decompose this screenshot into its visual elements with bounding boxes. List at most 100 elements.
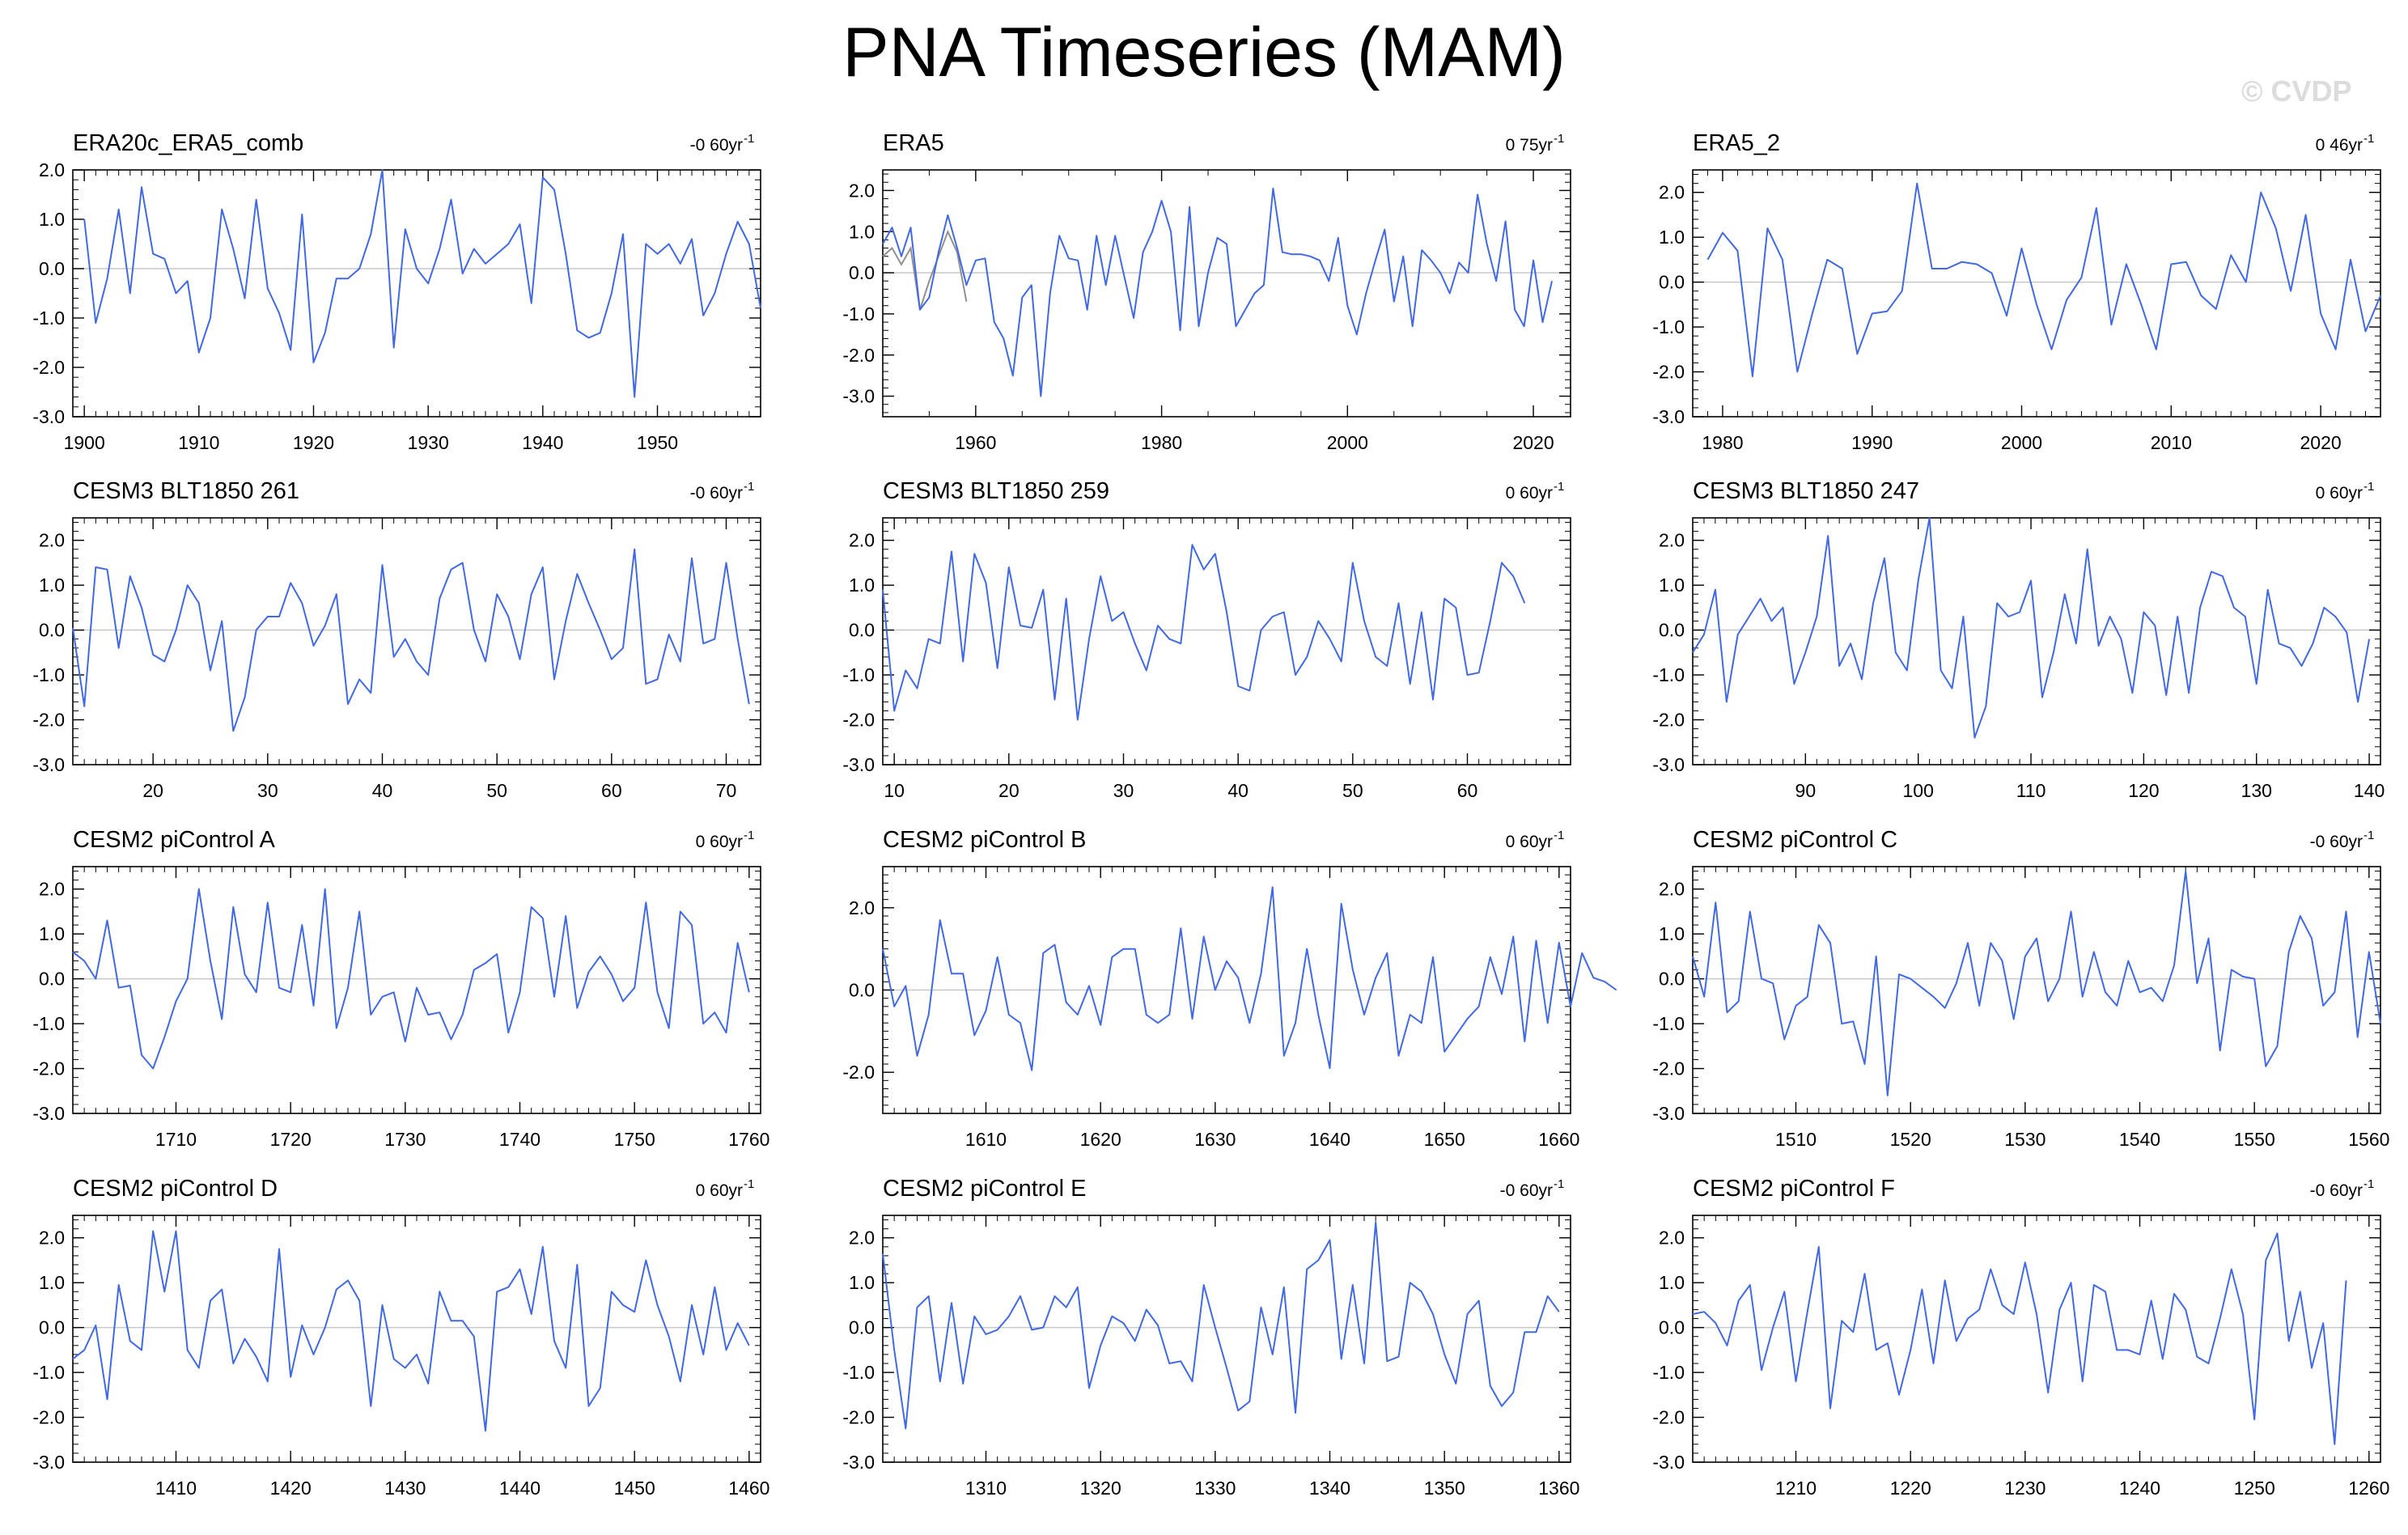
panel-title: CESM2 piControl F: [1693, 1176, 1895, 1202]
y-tick-label: -3.0: [32, 406, 65, 427]
y-tick-label: -2.0: [32, 357, 65, 378]
panel: CESM2 piControl A 0 60yr -1 2.0 1.0 0.0 -1.0 -2…: [32, 827, 769, 1150]
y-tick-label: 1.0: [1659, 923, 1685, 944]
panel-title: CESM2 piControl C: [1693, 827, 1897, 853]
y-tick-label: 1.0: [39, 575, 65, 596]
y-tick-label: 0.0: [39, 620, 65, 641]
x-tick-label: 1980: [1702, 432, 1743, 453]
trend-exponent: -1: [744, 1177, 754, 1191]
x-tick-label: 1640: [1309, 1129, 1350, 1150]
plot-frame: [72, 517, 761, 765]
trend-label: 0 75yr: [1506, 136, 1553, 155]
y-tick-label: -3.0: [1652, 406, 1685, 427]
y-tick-label: -2.0: [842, 345, 875, 366]
y-tick-label: 0.0: [1659, 620, 1685, 641]
y-tick-label: 2.0: [849, 530, 875, 551]
trend-label: 0 60yr: [696, 833, 743, 851]
y-tick-label: -2.0: [32, 1058, 65, 1079]
panel: ERA5 0 75yr -1 2.0 1.0 0.0 -1.0 -2.0 -3.0 1960 198…: [842, 130, 1571, 453]
trend-exponent: -1: [1554, 132, 1564, 146]
y-tick-label: 2.0: [849, 897, 875, 918]
series-line: [882, 886, 1617, 1071]
x-tick-label: 40: [372, 780, 393, 801]
x-tick-label: 1320: [1080, 1478, 1121, 1499]
y-tick-label: 0.0: [849, 1317, 875, 1338]
y-tick-label: -1.0: [1652, 316, 1685, 337]
x-tick-label: 20: [142, 780, 163, 801]
x-tick-label: 50: [486, 780, 507, 801]
series-line: [882, 544, 1526, 721]
y-tick-label: -2.0: [1652, 1058, 1685, 1079]
series-line: [1692, 870, 2381, 1096]
series-line: [83, 169, 761, 398]
trend-exponent: -1: [2363, 1177, 2374, 1191]
y-tick-label: 0.0: [849, 980, 875, 1001]
y-tick-label: -2.0: [32, 710, 65, 731]
panel: CESM3 BLT1850 261 -0 60yr -1 2.0 1.0 0.0 -1.0 -…: [32, 478, 761, 801]
x-tick-label: 1520: [1890, 1129, 1931, 1150]
series-line: [882, 1221, 1560, 1430]
y-tick-label: 2.0: [39, 879, 65, 900]
y-tick-label: -2.0: [842, 1062, 875, 1083]
plot-frame: [1692, 866, 2381, 1114]
y-tick-label: 0.0: [39, 969, 65, 990]
panel-title: CESM3 BLT1850 259: [883, 478, 1109, 504]
x-tick-label: 2020: [1512, 432, 1554, 453]
x-tick-label: 1340: [1309, 1478, 1350, 1499]
x-tick-label: 30: [1113, 780, 1134, 801]
x-tick-label: 1330: [1194, 1478, 1236, 1499]
x-tick-label: 90: [1795, 780, 1817, 801]
trend-label: 0 46yr: [2316, 136, 2363, 155]
panel-title: CESM3 BLT1850 261: [73, 478, 299, 504]
trend-label: 0 60yr: [696, 1181, 743, 1200]
panel-title: ERA20c_ERA5_comb: [73, 130, 303, 156]
plot-frame: [72, 1215, 761, 1463]
y-tick-label: 2.0: [849, 1228, 875, 1249]
x-tick-label: 2010: [2151, 432, 2192, 453]
plot-frame: [1692, 1215, 2381, 1463]
y-tick-label: -1.0: [32, 664, 65, 685]
y-tick-label: 0.0: [1659, 272, 1685, 293]
y-tick-label: -3.0: [842, 386, 875, 407]
x-tick-label: 1910: [178, 432, 219, 453]
panel-title: CESM2 piControl A: [73, 827, 275, 853]
series-line: [1692, 517, 2371, 739]
y-tick-label: -1.0: [32, 1362, 65, 1383]
panel: CESM2 piControl B 0 60yr -1 2.0 0.0 -2.0 1610 1…: [842, 827, 1617, 1150]
x-tick-label: 1990: [1851, 432, 1893, 453]
x-tick-label: 2020: [2300, 432, 2342, 453]
y-tick-label: 1.0: [849, 221, 875, 242]
y-tick-label: -2.0: [1652, 710, 1685, 731]
x-tick-label: 70: [716, 780, 737, 801]
y-tick-label: 2.0: [1659, 182, 1685, 203]
y-tick-label: -2.0: [1652, 362, 1685, 383]
trend-label: -0 60yr: [690, 136, 743, 155]
x-tick-label: 110: [2016, 780, 2046, 801]
plot-frame: [1692, 517, 2381, 765]
x-tick-label: 1220: [1890, 1478, 1931, 1499]
trend-label: -0 60yr: [2310, 833, 2363, 851]
x-tick-label: 1430: [384, 1478, 426, 1499]
x-tick-label: 2000: [1327, 432, 1368, 453]
trend-label: 0 60yr: [2316, 484, 2363, 502]
plot-frame: [1692, 169, 2381, 418]
x-tick-label: 1620: [1080, 1129, 1121, 1150]
plot-frame: [882, 1215, 1571, 1463]
trend-exponent: -1: [1554, 480, 1564, 494]
trend-exponent: -1: [2363, 829, 2374, 842]
x-tick-label: 1550: [2234, 1129, 2275, 1150]
y-tick-label: 1.0: [1659, 1272, 1685, 1293]
y-tick-label: 1.0: [39, 923, 65, 944]
y-tick-label: 2.0: [849, 180, 875, 201]
y-tick-label: 1.0: [1659, 575, 1685, 596]
watermark-text: © CVDP: [2241, 74, 2352, 108]
x-tick-label: 100: [1903, 780, 1934, 801]
y-tick-label: 0.0: [849, 262, 875, 283]
y-tick-label: 1.0: [849, 1272, 875, 1293]
series-line: [72, 1230, 750, 1432]
y-tick-label: -1.0: [1652, 1362, 1685, 1383]
y-tick-label: 2.0: [39, 530, 65, 551]
trend-exponent: -1: [2363, 132, 2374, 146]
panel: CESM2 piControl D 0 60yr -1 2.0 1.0 0.0 -1.0 -2…: [32, 1176, 769, 1499]
